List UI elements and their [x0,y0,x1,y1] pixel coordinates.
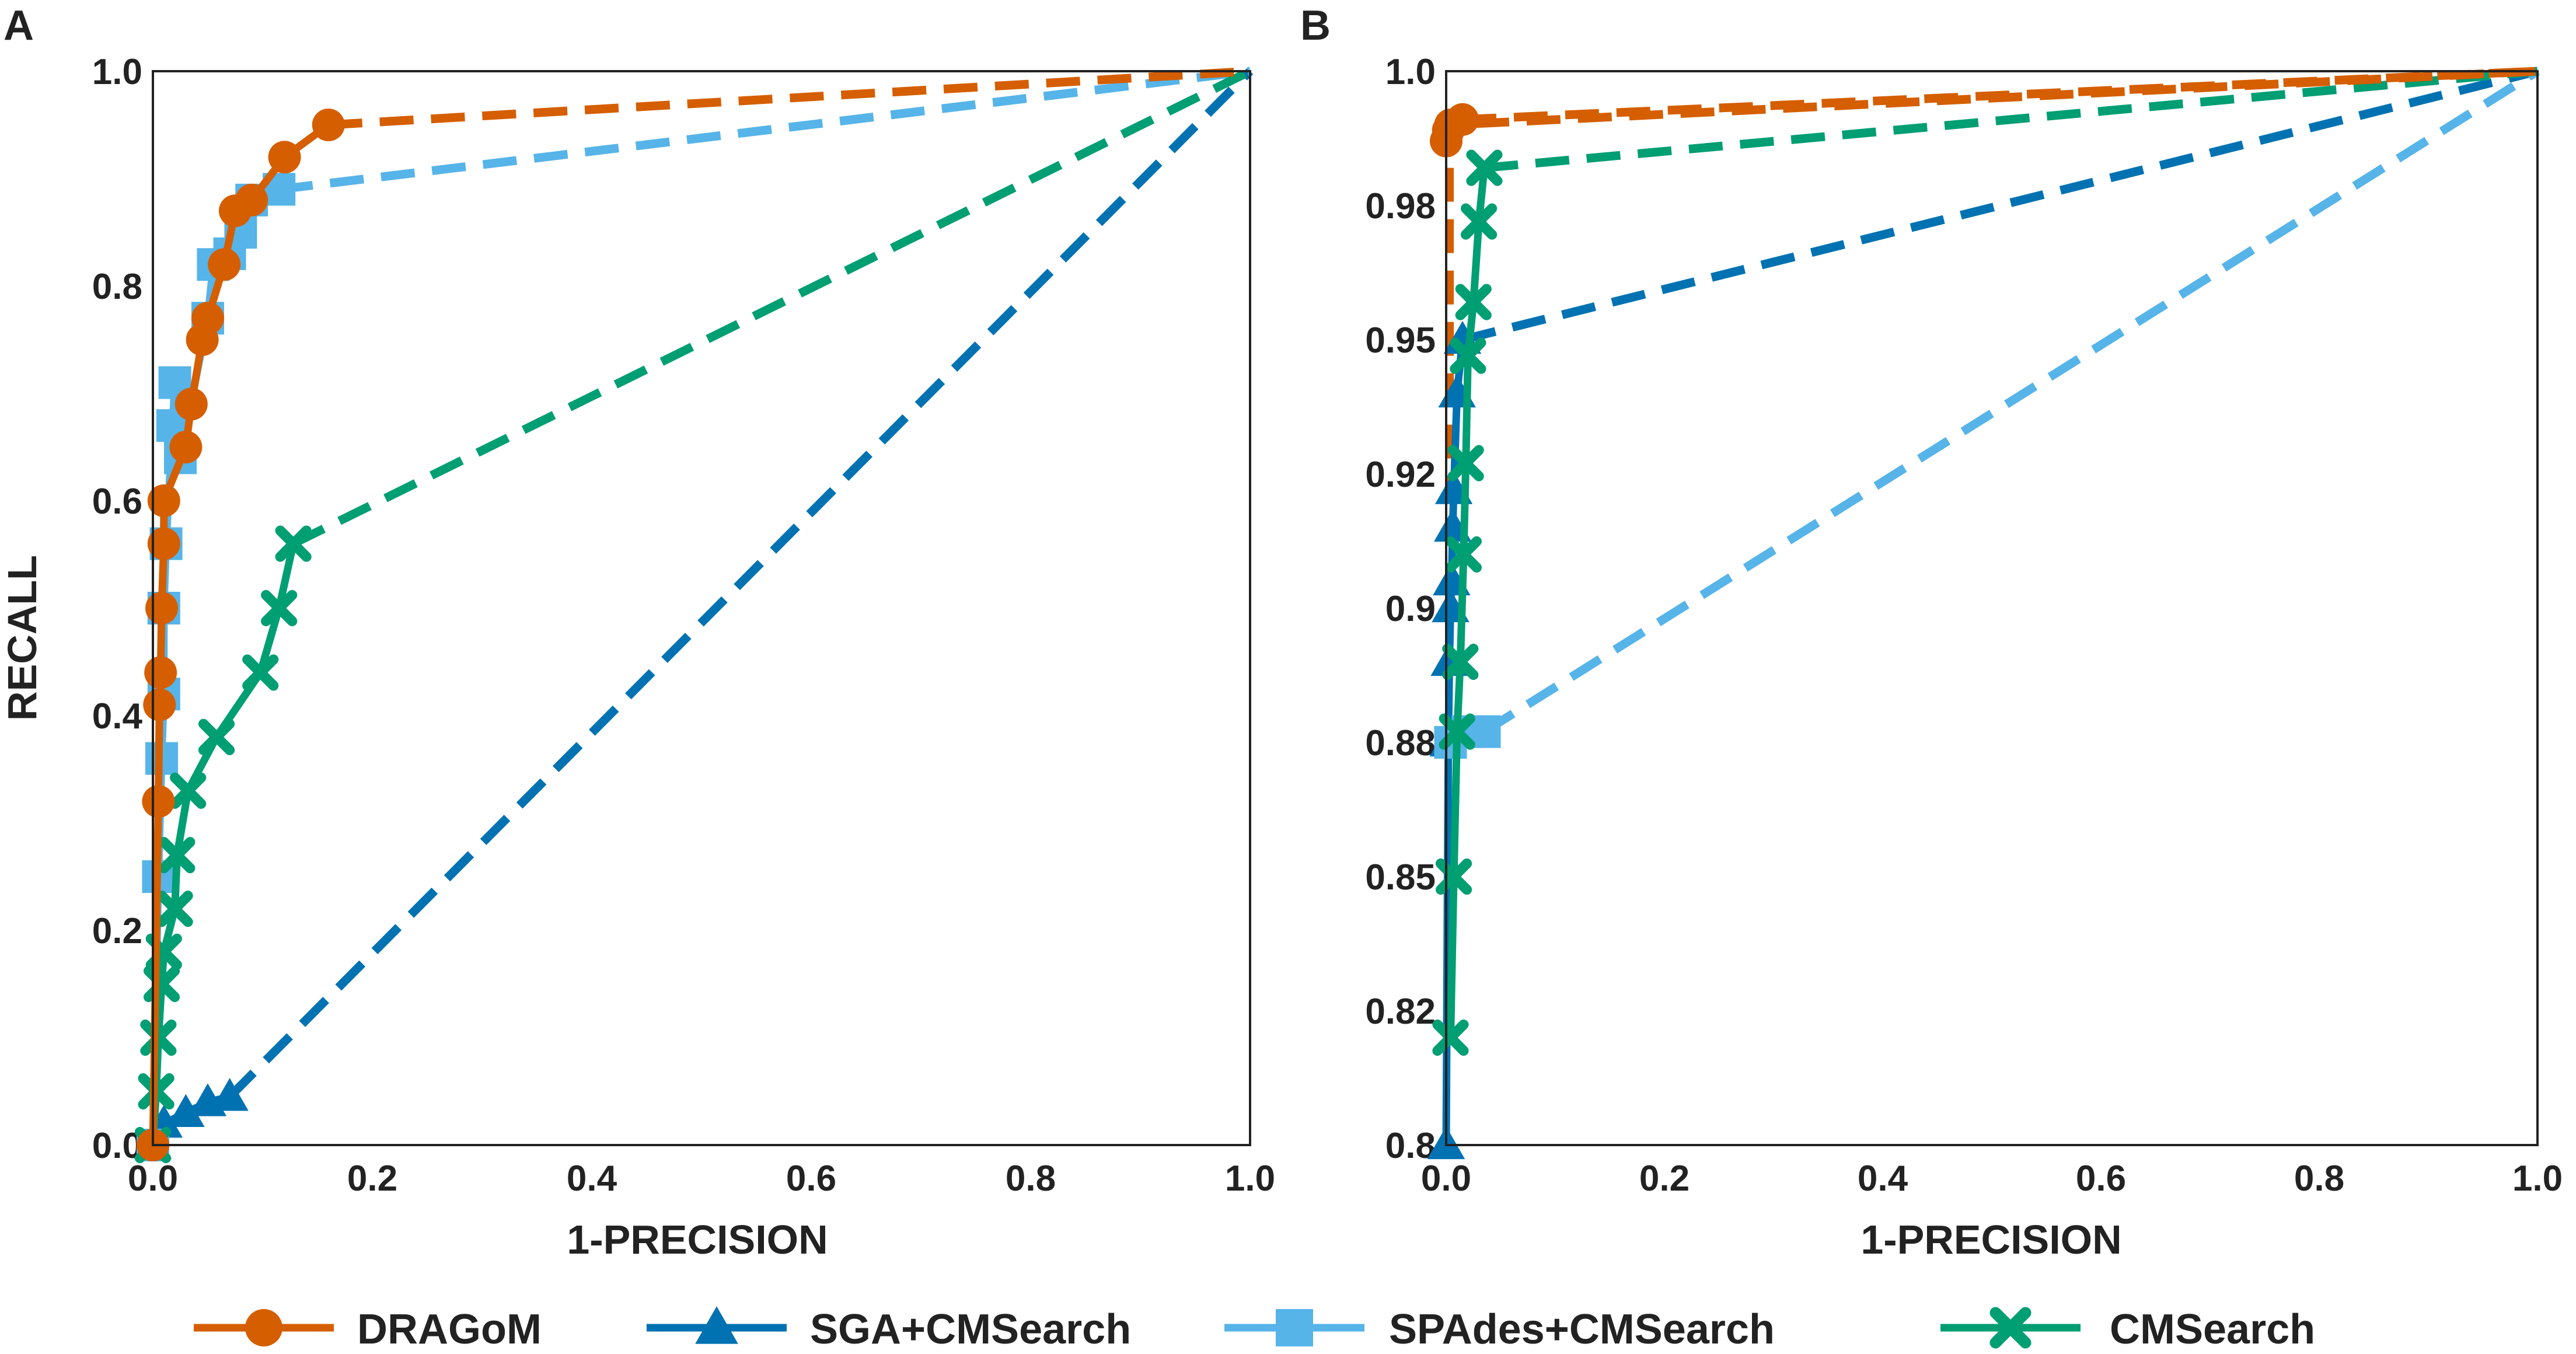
legend-label-sga-cmsearch: SGA+CMSearch [810,1306,1131,1353]
panel-a-series-dragom-point [174,388,208,421]
panel-b-y-tick-label: 0.98 [1365,186,1436,226]
panel-a-series-dragom-point [208,248,241,281]
panel-b: B 1-PRECISION 0.0 0.2 0.4 0.6 0.8 1.0 0.8 0.82 0… [1300,2,2563,1262]
panel-b-x-tick-label: 0.0 [1421,1158,1471,1199]
panel-a-series-dragom-point [235,183,268,217]
panel-a-x-tick-label: 0.0 [128,1158,178,1199]
panel-a-x-tick-label: 0.8 [1006,1158,1056,1199]
panel-a-plot-frame [152,70,1251,1146]
panel-b-x-tick-label: 0.6 [2076,1158,2126,1199]
panel-b-x-tick-label: 0.8 [2294,1158,2344,1199]
legend-swatch-marker [245,1309,282,1346]
panel-a-series-dragom-point [143,688,176,721]
panel-a-series-dragom-point [169,431,203,463]
panel-b-letter: B [1300,2,1331,49]
panel-a-y-tick-label: 0.8 [92,267,142,307]
panel-a-series-dragom-point [312,109,345,141]
panel-a-series-dragom-point [144,656,177,689]
panel-a: A RECALL 1-PRECISION 0.0 0.2 0.4 0.6 0.8 1.0 0… [0,2,1275,1262]
panel-b-y-tick-label: 0.8 [1385,1126,1436,1166]
legend-label-spades-cmsearch: SPAdes+CMSearch [1389,1306,1775,1353]
panel-b-series-cmsearch-line [1447,167,1488,1038]
panel-a-series-cmsearch-point [198,718,235,755]
panel-a-series-cmsearch-dashed-line [291,67,1252,548]
panel-a-y-tick-label: 0.0 [92,1126,142,1166]
panel-a-series-sga-cmsearch-dashed-line [226,68,1254,1100]
panel-a-y-axis-label: RECALL [0,555,45,721]
legend-swatch-marker [695,1306,738,1344]
panel-b-x-axis-label: 1-PRECISION [1861,1217,2121,1262]
legend: DRAGoM SGA+CMSearch SPAdes+CMSearch CMSe… [194,1306,2315,1353]
legend-label-cmsearch: CMSearch [2110,1306,2315,1353]
panel-b-y-tick-label: 0.9 [1385,589,1436,629]
panel-b-y-tick-label: 0.82 [1365,992,1436,1032]
panel-a-x-axis-label: 1-PRECISION [567,1217,828,1262]
panel-a-letter: A [4,2,34,49]
panel-a-series-dragom-point [142,785,175,818]
panel-a-series-cmsearch-point [156,891,193,927]
panel-b-y-tick-label: 0.92 [1365,455,1436,495]
panel-b-series-cmsearch-dashed-line [1484,67,2538,173]
legend-item-dragom: DRAGoM [194,1306,542,1353]
panel-a-series-sga-cmsearch-point [211,1078,249,1111]
panel-b-series-cmsearch-point [1432,1019,1469,1056]
panel-a-series-dragom-dashed-line [328,67,1251,130]
panel-b-x-tick-label: 0.2 [1639,1158,1690,1199]
panel-b-series-cmsearch-point [1466,149,1503,186]
panel-b-plot-frame [1445,70,2539,1146]
legend-item-sga-cmsearch: SGA+CMSearch [647,1306,1131,1353]
panel-b-y-tick-label: 1.0 [1385,52,1436,92]
panel-b-series-dragom-dashed-line [1445,67,2538,501]
panel-a-series-dragom-line [149,121,331,1146]
panel-a-y-tick-label: 0.4 [92,696,143,737]
panel-b-plot-area [1427,67,2540,1160]
panel-a-series-dragom-point [268,141,301,174]
legend-label-dragom: DRAGoM [357,1306,542,1353]
panel-a-series-dragom-point [191,302,224,335]
panel-a-y-tick-label: 1.0 [92,52,142,92]
legend-item-cmsearch: CMSearch [1940,1306,2315,1353]
panel-a-series-spades-cmsearch-dashed-line [278,67,1251,194]
legend-swatch-marker [1276,1309,1313,1346]
panel-a-series-cmsearch-point [242,654,279,691]
panel-a-plot-area [134,67,1254,1164]
panel-b-x-tick-label: 0.4 [1858,1158,1908,1199]
panel-b-series-sga-cmsearch-dashed-line [1461,67,2539,344]
legend-item-spades-cmsearch: SPAdes+CMSearch [1224,1306,1775,1353]
panel-a-series-dragom-point [147,527,180,560]
panel-a-x-tick-label: 0.2 [347,1158,397,1199]
panel-a-y-tick-label: 0.2 [92,911,142,951]
panel-a-series-sga-cmsearch-point [167,1094,205,1127]
panel-a-series-cmsearch-point [170,772,207,809]
panel-a-x-tick-label: 1.0 [1225,1158,1275,1199]
panel-b-y-tick-label: 0.95 [1365,320,1436,361]
panel-b-series-cmsearch-point [1439,713,1475,750]
panel-a-y-tick-label: 0.6 [92,481,142,522]
panel-a-series-cmsearch-point [159,837,196,874]
panel-b-series-cmsearch-point [1442,643,1479,681]
panel-a-series-cmsearch-point [261,589,298,627]
legend-swatch-marker [1989,1307,2032,1349]
panel-b-series-spades-cmsearch-dashed-line [1482,67,2540,735]
panel-a-series-cmsearch-point [275,525,312,562]
panel-b-series-cmsearch-point [1445,536,1482,573]
panel-a-x-tick-label: 0.4 [567,1158,617,1199]
panel-a-x-tick-label: 0.6 [786,1158,836,1199]
panel-b-series-cmsearch-point [1447,445,1484,481]
panel-a-series-dragom-point [147,484,180,517]
panel-b-series-cmsearch-point [1450,337,1486,374]
panel-b-x-tick-label: 1.0 [2512,1158,2563,1199]
panel-b-y-tick-label: 0.88 [1365,723,1436,763]
panel-b-series-dragom-point [1446,103,1479,136]
panel-a-series-dragom-point [145,592,179,624]
panel-b-series-cmsearch-point [1455,284,1492,320]
panel-b-y-tick-label: 0.85 [1365,857,1436,898]
panel-b-series-cmsearch-point [1461,203,1498,240]
